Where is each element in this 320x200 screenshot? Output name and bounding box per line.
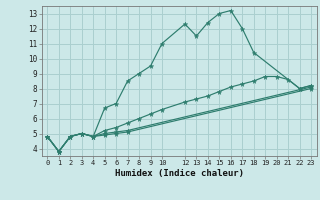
X-axis label: Humidex (Indice chaleur): Humidex (Indice chaleur) (115, 169, 244, 178)
